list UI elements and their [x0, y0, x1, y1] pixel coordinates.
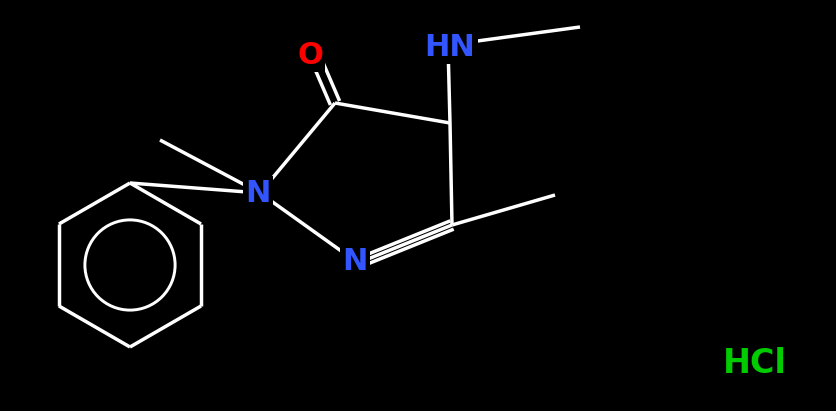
Text: N: N [342, 247, 367, 275]
Text: O: O [297, 41, 323, 69]
Text: HCl: HCl [722, 346, 786, 379]
Text: HN: HN [424, 32, 475, 62]
Text: N: N [245, 178, 270, 208]
